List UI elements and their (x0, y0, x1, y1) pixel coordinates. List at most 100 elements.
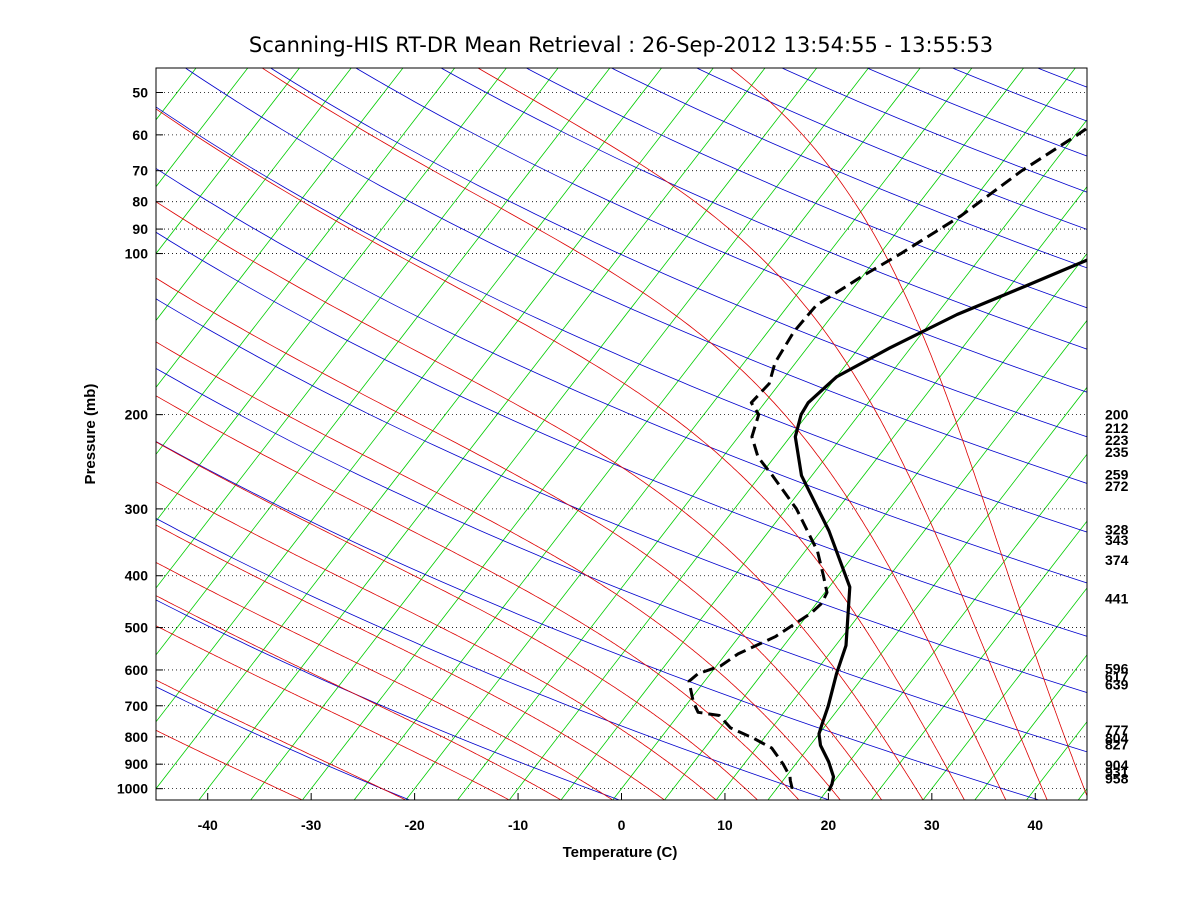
right-label: 931 (1105, 764, 1129, 780)
moist-adiabat-line (156, 561, 613, 800)
isotherm-line (1130, 68, 1200, 800)
dry-adiabat-line (156, 298, 1087, 693)
isotherm-line (156, 68, 300, 255)
y-tick-label: 90 (132, 221, 148, 237)
y-tick-label: 50 (132, 84, 148, 100)
isotherm-line (560, 119, 1087, 800)
moist-adiabat-line (261, 68, 1007, 800)
right-label: 804 (1105, 730, 1129, 746)
isotherm-line (156, 68, 662, 723)
isotherm-line (871, 520, 1087, 800)
dry-adiabat-line (156, 440, 1040, 800)
y-tick-label: 600 (125, 662, 149, 678)
isotherm-line (156, 68, 404, 388)
dry-adiabat-line (156, 367, 1087, 753)
x-tick-label: 20 (821, 817, 837, 833)
right-label: 343 (1105, 532, 1129, 548)
background-lines (0, 68, 1200, 800)
isotherm-line (156, 68, 455, 455)
y-tick-label: 500 (125, 620, 149, 636)
right-label: 827 (1105, 737, 1129, 753)
moist-adiabat-line (156, 441, 758, 800)
chart-title: Scanning-HIS RT-DR Mean Retrieval : 26-S… (249, 33, 993, 57)
x-tick-label: 10 (717, 817, 733, 833)
isotherm-line (156, 68, 352, 322)
dry-adiabat-line (156, 231, 1087, 637)
dry-adiabat-line (526, 68, 1087, 309)
right-label: 904 (1105, 757, 1129, 773)
isotherm-line (156, 68, 714, 790)
isotherm-line (0, 68, 41, 800)
y-tick-label: 100 (125, 246, 149, 262)
dry-adiabat-line (440, 68, 1087, 350)
right-label: 374 (1105, 552, 1129, 568)
y-tick-label: 200 (125, 407, 149, 423)
right-label: 639 (1105, 677, 1129, 693)
moist-adiabat-line (729, 68, 1087, 797)
moist-adiabat-line (156, 481, 717, 800)
dry-adiabat-line (185, 68, 1087, 484)
y-tick-label: 800 (125, 729, 149, 745)
right-label: 441 (1105, 590, 1129, 606)
dry-adiabat-line (156, 599, 620, 800)
right-label: 777 (1105, 722, 1129, 738)
moist-adiabat-line (156, 108, 965, 800)
y-tick-label: 1000 (117, 781, 148, 797)
moist-adiabat-line (156, 524, 665, 800)
dry-adiabat-line (156, 106, 1087, 533)
dry-adiabat-line (355, 68, 1087, 393)
isotherm-line (1077, 788, 1087, 800)
right-label: 958 (1105, 771, 1129, 787)
x-tick-label: -10 (508, 817, 528, 833)
isotherm-line (715, 319, 1087, 800)
x-ticks: -40 -30 -20 -10 0 10 20 30 40 (198, 793, 1043, 833)
isotherm-line (156, 68, 611, 656)
y-tick-label: 900 (125, 756, 149, 772)
moist-adiabat-line (156, 395, 800, 800)
y-tick-label: 300 (125, 501, 149, 517)
y-axis-label: Pressure (mb) (82, 384, 99, 485)
x-tick-label: 40 (1027, 817, 1043, 833)
isotherm-line (156, 68, 559, 589)
x-tick-label: 0 (618, 817, 626, 833)
moist-adiabat-line (156, 277, 883, 800)
isotherm-line (612, 186, 1087, 800)
y-ticks: 50 60 70 80 90 100 200 300 400 500 600 700 800 900 100… (117, 84, 163, 797)
x-tick-label: -30 (301, 817, 321, 833)
isotherm-line (457, 68, 1024, 800)
right-label: 596 (1105, 660, 1129, 676)
dry-adiabat-line (156, 517, 830, 800)
isotherm-line (819, 453, 1087, 800)
isotherm-line (664, 252, 1087, 800)
moist-adiabat-line (156, 625, 510, 800)
dry-adiabat-line (696, 68, 1087, 230)
isotherm-line (0, 68, 144, 800)
isotherm-line (974, 654, 1087, 800)
x-tick-label: -40 (198, 817, 218, 833)
y-tick-label: 700 (125, 698, 149, 714)
isotherm-line (353, 68, 921, 800)
x-tick-label: -20 (404, 817, 424, 833)
dry-adiabat-line (270, 68, 1087, 438)
right-label: 328 (1105, 522, 1129, 538)
dry-adiabat-line (781, 68, 1087, 193)
moist-adiabat-line (156, 595, 562, 800)
x-axis-label: Temperature (C) (563, 844, 678, 861)
moist-adiabat-line (156, 679, 406, 800)
y-tick-label: 70 (132, 163, 148, 179)
isotherm-line (156, 68, 507, 522)
isotherm-line (302, 68, 869, 800)
y-tick-label: 400 (125, 568, 149, 584)
dry-adiabat-line (156, 167, 1087, 584)
isotherm-line (198, 68, 766, 800)
right-label: 272 (1105, 478, 1129, 494)
moist-adiabat-line (477, 68, 1048, 800)
right-label: 200 (1105, 407, 1129, 423)
y-tick-label: 80 (132, 194, 148, 210)
isotherm-line (0, 68, 93, 800)
right-label: 235 (1105, 444, 1129, 460)
moist-adiabat-line (156, 201, 924, 800)
right-label: 259 (1105, 467, 1129, 483)
solid-profile-line (793, 258, 1087, 792)
